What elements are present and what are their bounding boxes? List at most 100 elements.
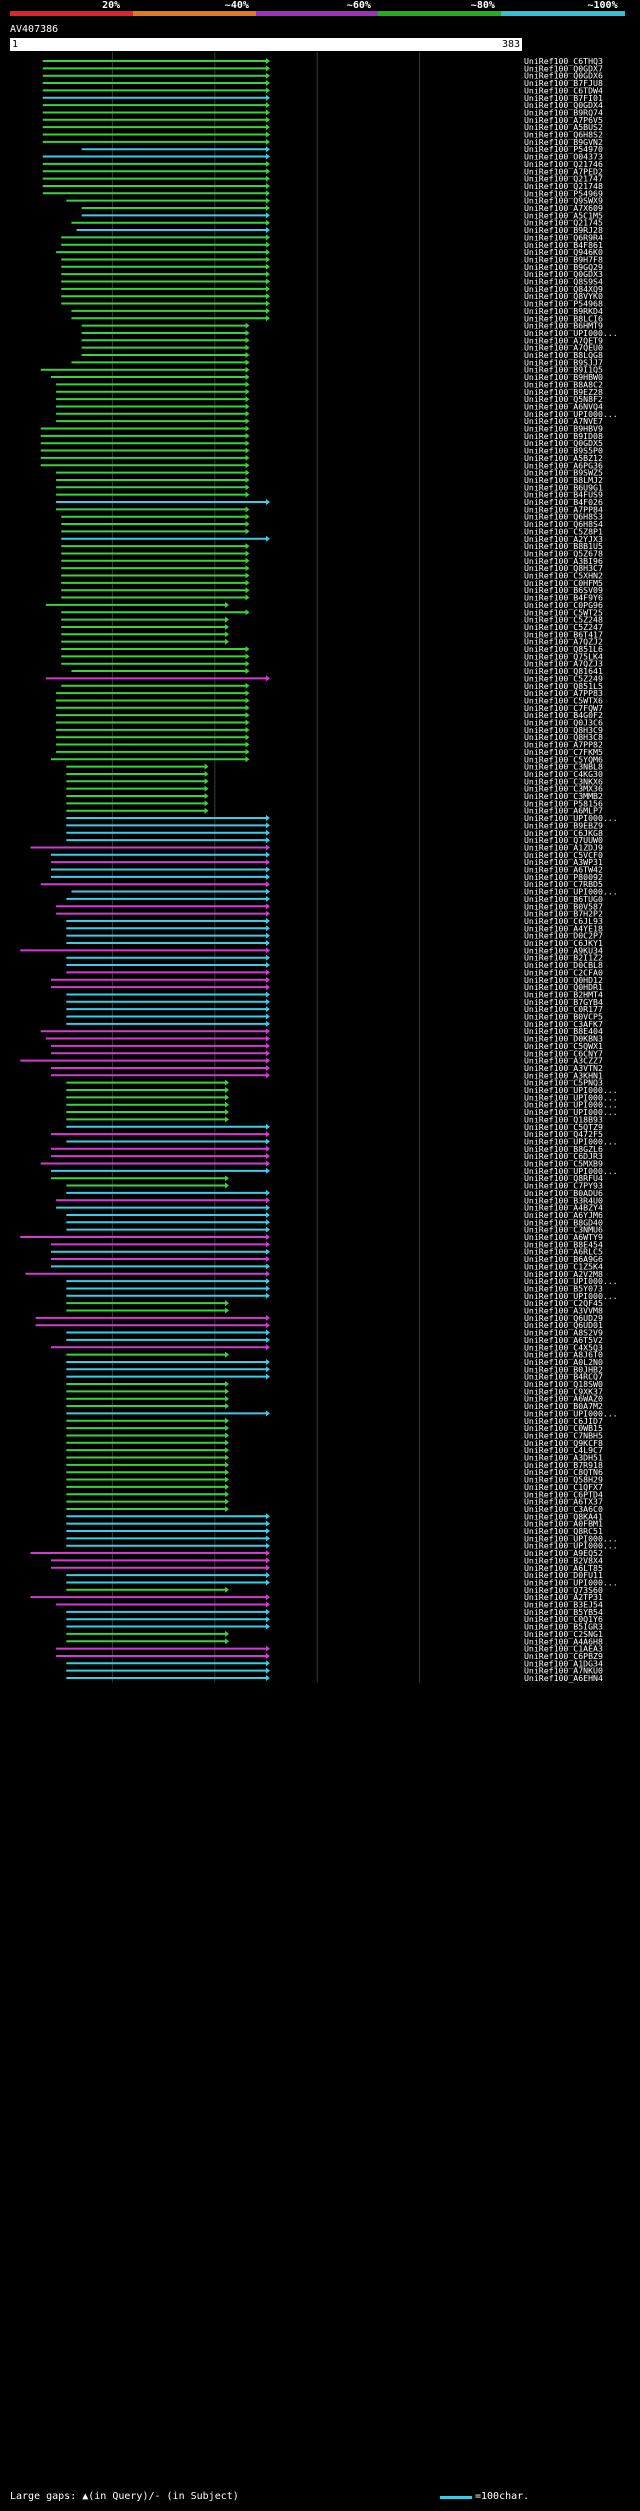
hit-label: UniRef100_Q6H8S4 [524,519,603,529]
hit-label: UniRef100_B9RQ74 [524,107,603,117]
hit-label: UniRef100_B2V8X4 [524,1555,603,1565]
hit-arrow [266,1322,270,1329]
hit-arrow [266,822,270,829]
hit-arrow [266,109,270,116]
scale-bar [440,2496,472,2499]
hit-arrow [245,594,250,601]
hit-label: UniRef100_C2CFA0 [524,967,603,977]
hit-arrow [266,1131,270,1138]
hit-arrow [266,1263,270,1270]
legend-label-2: ~40% [224,0,249,11]
hit-label: UniRef100_A7P6V5 [524,115,603,125]
hit-arrow [266,102,270,109]
hit-arrow [245,322,250,329]
hit-label: UniRef100_B6T417 [524,629,603,639]
hit-label: UniRef100_Q0J3C6 [524,718,603,728]
hit-label: UniRef100_C5Z247 [524,622,603,632]
hit-arrow [225,1505,230,1512]
query-id: AV407386 [10,24,59,35]
hit-label: UniRef100_C5WT25 [524,607,603,617]
hit-arrow [225,1351,230,1358]
hit-label: UniRef100_C5QWX1 [524,1041,603,1051]
hit-arrow [245,359,250,366]
hit-label: UniRef100_A6T5V2 [524,1335,603,1345]
hit-arrow [266,271,270,278]
hit-arrow [266,1572,270,1579]
hit-arrow [225,1498,230,1505]
hit-arrow [266,675,270,682]
hit-arrow [225,1432,230,1439]
hit-label: UniRef100_B9GQ29 [524,262,603,272]
hit-label: UniRef100_A5BUS2 [524,122,603,132]
hit-arrow [245,712,250,719]
hit-label: UniRef100_Q6H8S2 [524,130,603,140]
hit-label: UniRef100_B9S5P0 [524,446,603,456]
hit-arrow [266,1270,270,1277]
hit-arrow [266,1167,270,1174]
hit-label: UniRef100_B6A9G6 [524,1254,603,1264]
hit-label: UniRef100_UPI000... [524,1577,618,1587]
hit-arrow [245,748,250,755]
hit-label: UniRef100_C5MXB9 [524,1159,603,1169]
hit-label: UniRef100_B0ADU6 [524,1188,603,1198]
hit-arrow [266,175,270,182]
hit-label: UniRef100_Q9KCF8 [524,1438,603,1448]
hit-arrow [266,1550,270,1557]
hit-arrow [225,1630,230,1637]
hit-label: UniRef100_B8B1U5 [524,541,603,551]
hit-arrow [266,1050,270,1057]
hit-arrow [266,116,270,123]
hit-label: UniRef100_C5XHN2 [524,571,603,581]
hit-label: UniRef100_B5YB54 [524,1607,603,1617]
hit-arrow [266,829,270,836]
hit-label: UniRef100_A7PP84 [524,504,603,514]
hit-label: UniRef100_Q0GDX4 [524,100,603,110]
hit-label: UniRef100_C7PY93 [524,1181,603,1191]
hit-label: UniRef100_P54968 [524,299,603,309]
hit-arrow [225,1079,230,1086]
hit-label: UniRef100_C4X5Q3 [524,1342,603,1352]
hit-arrow [266,1064,270,1071]
hit-arrow [266,969,270,976]
hit-label: UniRef100_Q6H8S3 [524,512,603,522]
hit-arrow [266,844,270,851]
hit-label: UniRef100_A5BZ12 [524,453,603,463]
hit-label: UniRef100_A6WTY9 [524,1232,603,1242]
hit-arrow [266,1145,270,1152]
hit-label: UniRef100_B4RCQ7 [524,1372,603,1382]
hit-arrow [266,241,270,248]
hit-label: UniRef100_B5IGR3 [524,1622,603,1632]
hit-label: UniRef100_A6MLP7 [524,806,603,816]
hit-label: UniRef100_Q8H3C8 [524,732,603,742]
hit-label: UniRef100_Q6UD01 [524,1320,603,1330]
hit-arrow [266,940,270,946]
hit-label: UniRef100_Q8VYK0 [524,291,603,301]
hit-label: UniRef100_UPI000... [524,1166,618,1176]
hit-label: UniRef100_C5QTZ9 [524,1122,603,1132]
hit-arrow [266,234,270,241]
hit-label: UniRef100_Q21746 [524,159,603,169]
hit-label: UniRef100_C6PTD4 [524,1489,603,1499]
hit-arrow [266,998,270,1005]
hit-arrow [225,616,230,623]
hit-label: UniRef100_D0FU11 [524,1570,603,1580]
hit-arrow [266,1226,270,1233]
hit-label: UniRef100_C0PG96 [524,600,603,610]
hit-label: UniRef100_Q73S60 [524,1585,603,1595]
hit-label: UniRef100_A6EHN4 [524,1673,603,1683]
hit-label: UniRef100_Q18SW0 [524,1379,603,1389]
hit-label: UniRef100_C5PNQ3 [524,1078,603,1088]
hit-arrow [245,484,250,491]
hit-arrow [245,506,250,513]
hit-label: UniRef100_D0C2P7 [524,931,603,941]
hit-arrow [266,499,270,505]
hit-arrow [245,410,250,417]
hit-label: UniRef100_Q8H3C7 [524,563,603,573]
hit-arrow [266,153,270,160]
hit-arrow [245,469,250,476]
hit-label: UniRef100_B5Y073 [524,1283,603,1293]
hit-label: UniRef100_C6JKG8 [524,828,603,838]
hit-label: UniRef100_B0VCP5 [524,1012,603,1022]
hit-label: UniRef100_A3DH51 [524,1453,603,1463]
hit-arrow [225,1094,230,1101]
